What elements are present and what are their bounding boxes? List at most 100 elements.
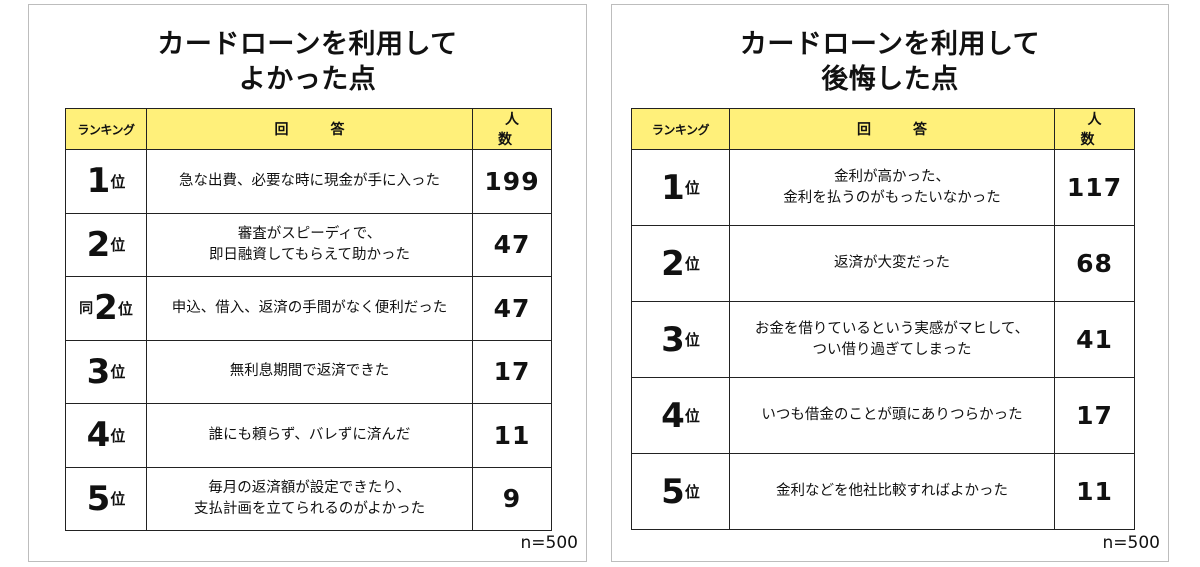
rank-cell: 同2位 <box>65 276 147 341</box>
table-row: 3位 お金を借りているという実感がマヒして、 つい借り過ぎてしまった 41 <box>631 301 1135 378</box>
answer-line: 返済が大変だった <box>834 255 950 271</box>
answer-cell: 誰にも頼らず、バレずに済んだ <box>146 403 473 468</box>
answer-line: いつも借金のことが頭にありつらかった <box>761 407 1023 423</box>
answer-line: 支払計画を立てられるのがよかった <box>193 500 426 517</box>
rank-suffix: 位 <box>684 179 700 197</box>
table-header-row: ランキング 回 答 人 数 <box>631 108 1135 150</box>
rank-cell: 1位 <box>631 149 730 226</box>
rank-cell: 2位 <box>65 212 147 277</box>
answer-line: 毎月の返済額が設定できたり、 <box>208 479 411 496</box>
answer-line: 金利などを他社比較すればよかった <box>776 483 1008 499</box>
rank-number: 2 <box>86 224 111 265</box>
answer-cell: 申込、借入、返済の手間がなく便利だった <box>146 276 473 341</box>
title-line-2: よかった点 <box>238 64 377 95</box>
table-row: 2位 返済が大変だった 68 <box>631 225 1135 302</box>
title-line-1: カードローンを利用して <box>739 29 1041 60</box>
answer-line: 即日融資してもらえて助かった <box>208 246 411 263</box>
table-body: 1位 急な出費、必要な時に現金が手に入った 199 2位 審査がスピーディで、 即日融資し… <box>65 149 552 531</box>
table-row: 4位 いつも借金のことが頭にありつらかった 17 <box>631 377 1135 454</box>
rank-suffix: 位 <box>110 426 126 445</box>
table-row: 同2位 申込、借入、返済の手間がなく便利だった 47 <box>65 276 552 341</box>
answer-cell: 金利が高かった、金利を払うのがもったいなかった <box>729 149 1055 226</box>
answer-cell: 審査がスピーディで、即日融資してもらえて助かった <box>146 212 473 277</box>
count-cell: 117 <box>1054 149 1135 226</box>
answer-cell: 無利息期間で返済できた <box>146 339 473 404</box>
answer-cell: いつも借金のことが頭にありつらかった <box>729 377 1055 454</box>
count-cell: 47 <box>472 276 552 341</box>
sample-size: n=500 <box>520 533 578 553</box>
rank-cell: 5位 <box>65 466 147 531</box>
count-cell: 17 <box>472 339 552 404</box>
answer-cell: お金を借りているという実感がマヒして、 つい借り過ぎてしまった <box>729 301 1055 378</box>
rank-suffix: 位 <box>110 363 126 382</box>
answer-line: 金利を払うのがもったいなかった <box>783 189 1001 206</box>
table-row: 1位 急な出費、必要な時に現金が手に入った 199 <box>65 149 552 214</box>
rank-suffix: 位 <box>110 236 126 255</box>
rank-number: 1 <box>86 161 111 202</box>
table-row: 5位 金利などを他社比較すればよかった 11 <box>631 453 1135 530</box>
panel-good-points: カードローンを利用して よかった点 ランキング 回 答 人 数 1位 急な出費、必… <box>28 4 587 562</box>
rank-suffix: 位 <box>117 299 133 318</box>
rank-number: 2 <box>94 288 118 329</box>
rank-tie-prefix: 同 <box>79 301 94 318</box>
title-line-1: カードローンを利用して <box>157 29 458 60</box>
rank-number: 5 <box>86 478 111 519</box>
header-count: 人 数 <box>472 108 552 150</box>
ranking-table: ランキング 回 答 人 数 1位 急な出費、必要な時に現金が手に入った 199 2位審… <box>65 108 552 531</box>
answer-line: 金利が高かった、 <box>834 168 950 185</box>
answer-cell: 急な出費、必要な時に現金が手に入った <box>146 149 473 214</box>
title-line-2: 後悔した点 <box>821 64 959 95</box>
answer-line: 誰にも頼らず、バレずに済んだ <box>208 426 411 443</box>
count-cell: 11 <box>1054 453 1135 530</box>
table-row: 1位 金利が高かった、 金利を払うのがもったいなかった 117 <box>631 149 1135 226</box>
rank-suffix: 位 <box>110 172 126 191</box>
answer-cell: 金利などを他社比較すればよかった <box>729 453 1055 530</box>
answer-line: 審査がスピーディで、 <box>237 225 382 242</box>
answer-line: お金を借りているという実感がマヒして、 <box>754 320 1030 337</box>
rank-cell: 3位 <box>65 339 147 404</box>
count-cell: 68 <box>1054 225 1135 302</box>
count-cell: 199 <box>472 149 552 214</box>
header-rank: ランキング <box>631 108 730 150</box>
header-answer: 回 答 <box>146 108 473 150</box>
rank-suffix: 位 <box>110 490 126 509</box>
rank-cell: 3位 <box>631 301 730 378</box>
rank-number: 5 <box>661 471 685 512</box>
count-cell: 47 <box>472 212 552 277</box>
answer-line: つい借り過ぎてしまった <box>812 341 972 358</box>
table-row: 4位 誰にも頼らず、バレずに済んだ 11 <box>65 403 552 468</box>
rank-number: 4 <box>661 395 685 436</box>
panel-title: カードローンを利用して よかった点 <box>29 27 586 97</box>
answer-line: 無利息期間で返済できた <box>229 363 390 380</box>
rank-cell: 4位 <box>631 377 730 454</box>
rank-number: 3 <box>86 351 111 392</box>
rank-number: 2 <box>661 243 685 284</box>
count-cell: 41 <box>1054 301 1135 378</box>
header-count: 人 数 <box>1054 108 1135 150</box>
panel-title: カードローンを利用して 後悔した点 <box>612 27 1168 97</box>
ranking-table: ランキング 回 答 人 数 1位 金利が高かった、 金利を払うのがもったいなかった 1… <box>631 108 1135 530</box>
table-row: 2位 審査がスピーディで、 即日融資してもらえて助かった 47 <box>65 212 552 277</box>
answer-cell: 返済が大変だった <box>729 225 1055 302</box>
table-body: 1位 金利が高かった、 金利を払うのがもったいなかった 117 2位 返済が大変だった 68… <box>631 149 1135 530</box>
rank-suffix: 位 <box>684 483 700 501</box>
rank-cell: 1位 <box>65 149 147 214</box>
panel-regret-points: カードローンを利用して 後悔した点 ランキング 回 答 人 数 1位 金利が高かっ… <box>611 4 1169 562</box>
header-rank: ランキング <box>65 108 147 150</box>
answer-cell: 毎月の返済額が設定できたり、 支払計画を立てられるのがよかった <box>146 466 473 531</box>
table-row: 5位 毎月の返済額が設定できたり、 支払計画を立てられるのがよかった 9 <box>65 466 552 531</box>
rank-suffix: 位 <box>684 255 700 273</box>
sample-size: n=500 <box>1102 533 1160 553</box>
rank-number: 1 <box>661 167 685 208</box>
table-header-row: ランキング 回 答 人 数 <box>65 108 552 150</box>
count-cell: 9 <box>472 466 552 531</box>
rank-suffix: 位 <box>684 331 700 349</box>
header-answer: 回 答 <box>729 108 1055 150</box>
rank-cell: 4位 <box>65 403 147 468</box>
rank-number: 4 <box>86 415 111 456</box>
rank-number: 3 <box>661 319 685 360</box>
rank-cell: 5位 <box>631 453 730 530</box>
rank-suffix: 位 <box>684 407 700 425</box>
rank-cell: 2位 <box>631 225 730 302</box>
answer-line: 申込、借入、返済の手間がなく便利だった <box>171 299 448 316</box>
